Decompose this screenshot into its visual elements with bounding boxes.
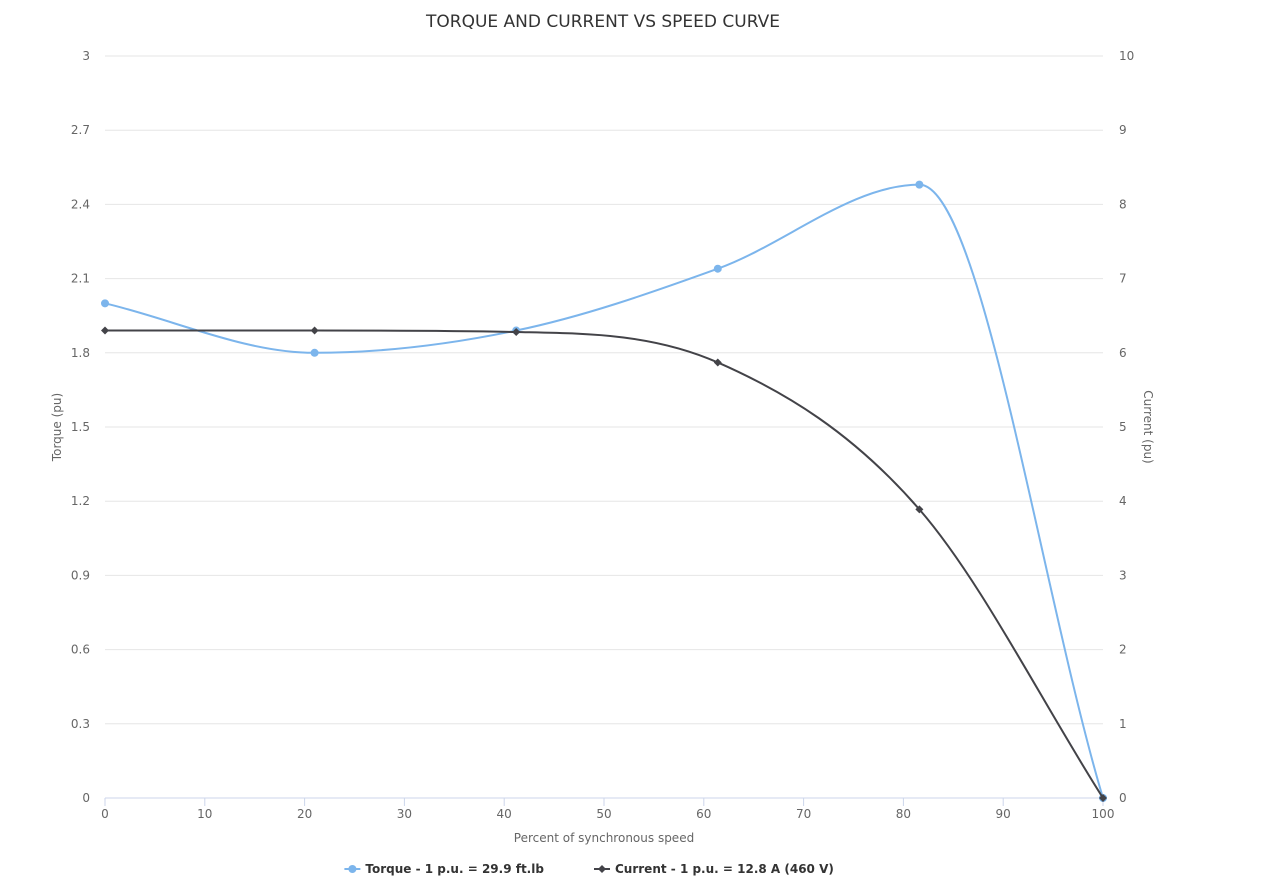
y-right-tick-label: 7 [1119,272,1127,286]
grid-lines [105,55,1103,799]
data-point-marker[interactable] [915,505,924,514]
y-right-tick-label: 9 [1119,123,1127,137]
x-tick-label: 80 [896,807,911,821]
y-left-tick-label: 1.8 [71,346,90,360]
y-left-tick-label: 0.3 [71,717,90,731]
y-right-tick-label: 2 [1119,643,1127,657]
x-tick-label: 100 [1092,807,1115,821]
data-point-marker[interactable] [1099,794,1107,802]
data-point-marker[interactable] [713,264,722,273]
chart-title: TORQUE AND CURRENT VS SPEED CURVE [425,12,780,32]
x-tick-label: 90 [996,807,1011,821]
axes: 00.30.60.91.21.51.82.12.42.7301234567891… [71,49,1134,821]
x-tick-label: 10 [197,807,212,821]
x-tick-label: 30 [397,807,412,821]
y-left-tick-label: 2.7 [71,123,90,137]
data-point-marker[interactable] [101,299,109,308]
y-right-tick-label: 5 [1119,420,1127,434]
legend-label: Torque - 1 p.u. = 29.9 ft.lb [365,862,544,876]
x-tick-label: 50 [596,807,611,821]
y-left-tick-label: 2.4 [71,197,90,211]
series [101,180,1107,802]
x-tick-label: 20 [297,807,312,821]
x-tick-label: 60 [696,807,711,821]
series-line-1 [104,329,1104,799]
legend: Torque - 1 p.u. = 29.9 ft.lb Current - 1 … [344,862,834,876]
y-left-tick-label: 3 [82,49,90,63]
y-left-tick-label: 1.2 [71,494,90,508]
y-axis-right-title: Current (pu) [1141,390,1155,463]
x-tick-label: 0 [101,807,109,821]
y-right-tick-label: 10 [1119,49,1134,63]
y-axis-left-title: Torque (pu) [50,393,64,462]
data-point-marker[interactable] [101,326,109,335]
data-point-marker[interactable] [915,180,924,189]
y-right-tick-label: 1 [1119,717,1127,731]
series-line-0 [104,183,1104,799]
data-point-marker[interactable] [310,326,319,335]
y-left-tick-label: 0 [82,791,90,805]
data-point-marker[interactable] [310,348,319,357]
legend-marker [348,865,357,873]
data-point-marker[interactable] [713,358,722,367]
x-axis-title: Percent of synchronous speed [514,831,694,845]
y-left-tick-label: 0.6 [71,643,90,657]
y-right-tick-label: 6 [1119,346,1127,360]
legend-item-0[interactable]: Torque - 1 p.u. = 29.9 ft.lb [344,862,544,876]
y-right-tick-label: 4 [1119,494,1127,508]
x-tick-label: 70 [796,807,811,821]
y-left-tick-label: 2.1 [71,272,90,286]
y-left-tick-label: 0.9 [71,568,90,582]
legend-item-1[interactable]: Current - 1 p.u. = 12.8 A (460 V) [594,862,834,876]
y-right-tick-label: 3 [1119,568,1127,582]
y-left-tick-label: 1.5 [71,420,90,434]
y-right-tick-label: 0 [1119,791,1127,805]
legend-label: Current - 1 p.u. = 12.8 A (460 V) [615,862,834,876]
x-tick-label: 40 [497,807,512,821]
data-point-marker[interactable] [512,328,521,337]
y-right-tick-label: 8 [1119,197,1127,211]
legend-marker [598,865,606,873]
